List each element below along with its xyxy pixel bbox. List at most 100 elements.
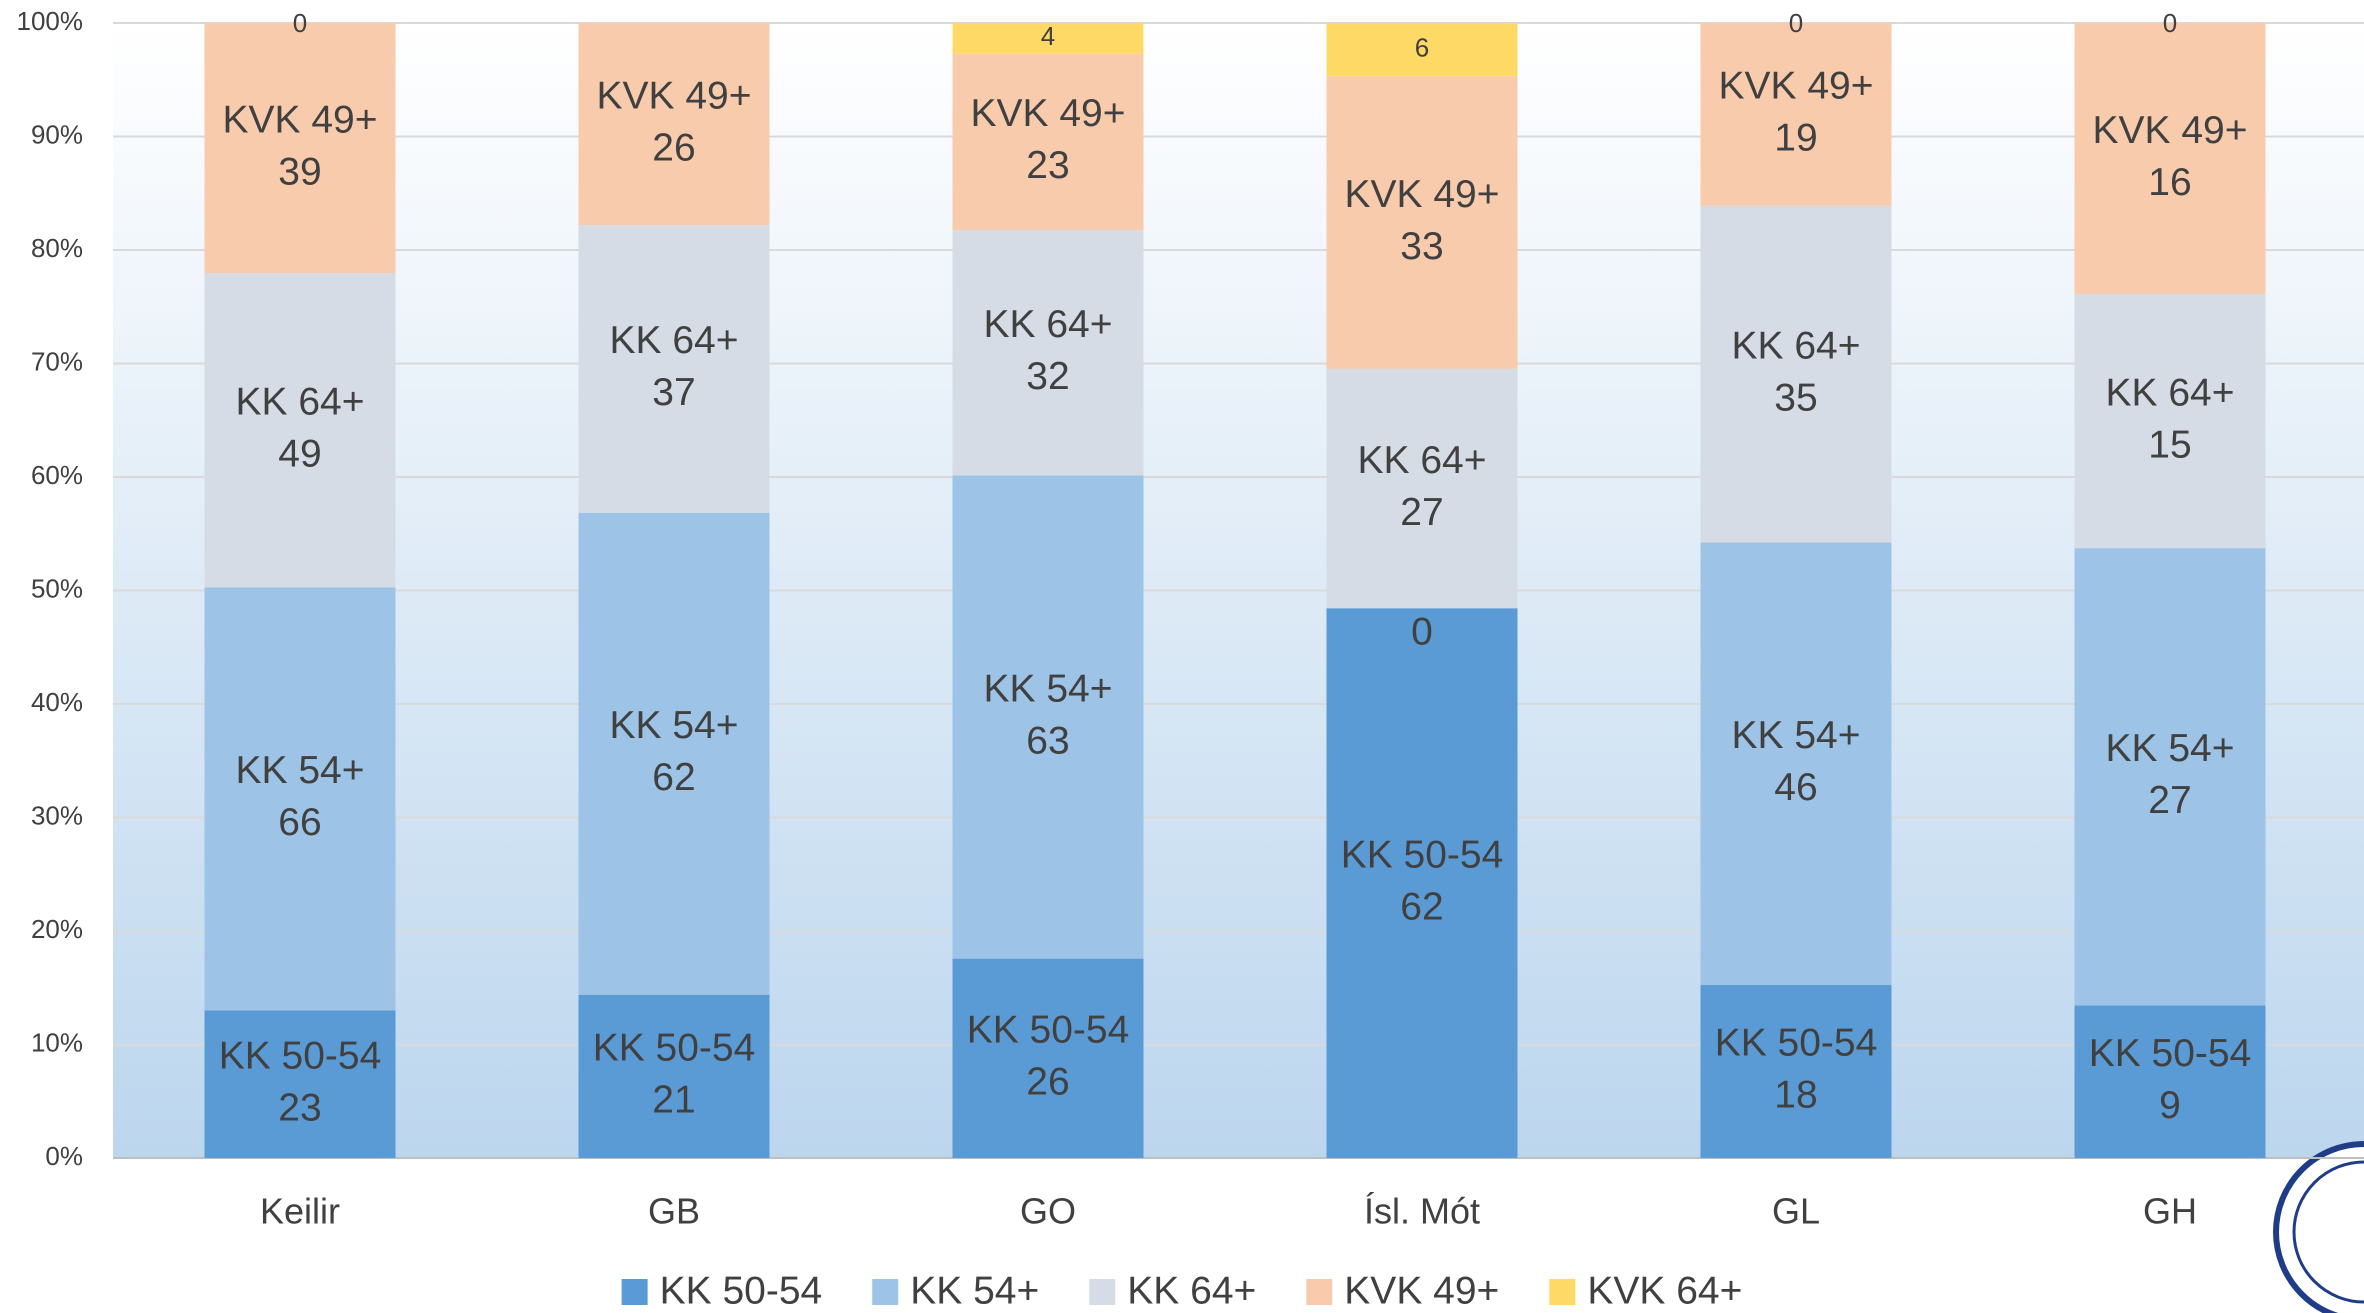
legend-label: KK 50-54 xyxy=(660,1269,823,1312)
legend-swatch xyxy=(1306,1279,1333,1305)
y-tick-label: 20% xyxy=(31,914,83,944)
data-label-name: KK 50-54 xyxy=(1341,833,1504,876)
bar-segment xyxy=(578,23,770,226)
data-label-name: KK 64+ xyxy=(235,380,364,423)
data-label: 15 xyxy=(2148,423,2191,466)
data-label: 66 xyxy=(278,801,321,844)
y-tick-label: 90% xyxy=(31,119,83,149)
y-tick-label: 100% xyxy=(17,6,84,36)
data-label-name: KK 54+ xyxy=(983,667,1112,710)
bar-segment xyxy=(1326,368,1518,609)
data-label-name: KK 54+ xyxy=(609,704,738,747)
bar-segment xyxy=(578,225,770,513)
bar-segment xyxy=(204,23,396,274)
data-label-name: KK 64+ xyxy=(1731,324,1860,367)
legend-swatch xyxy=(872,1279,899,1305)
bar-segment xyxy=(952,230,1144,476)
data-label-name: KK 54+ xyxy=(1731,714,1860,757)
bar-segment xyxy=(1700,23,1892,206)
data-label: 9 xyxy=(2159,1084,2181,1127)
x-tick-label: GB xyxy=(648,1191,700,1232)
data-label-name: KK 54+ xyxy=(235,749,364,792)
legend-label: KK 64+ xyxy=(1127,1269,1256,1312)
x-tick-label: Keilir xyxy=(260,1191,340,1232)
data-label: 27 xyxy=(2148,779,2191,822)
data-label-name: KVK 49+ xyxy=(1344,173,1499,216)
x-tick-label: GL xyxy=(1772,1191,1820,1232)
data-label: 27 xyxy=(1400,491,1443,534)
data-label-name: KVK 49+ xyxy=(1718,65,1873,108)
data-label-name: KK 50-54 xyxy=(2089,1032,2252,1075)
bar-segment xyxy=(2074,548,2266,1006)
data-label-name: KVK 49+ xyxy=(2092,109,2247,152)
bar-segment xyxy=(578,994,770,1158)
data-label: 0 xyxy=(2163,8,2177,38)
data-label: 39 xyxy=(278,150,321,193)
data-label: 0 xyxy=(1789,8,1803,38)
y-tick-label: 40% xyxy=(31,687,83,717)
bar-segment xyxy=(1326,23,1518,77)
x-tick-label: GH xyxy=(2143,1191,2197,1232)
x-tick-label: GO xyxy=(1020,1191,1076,1232)
data-label-name: KVK 49+ xyxy=(596,74,751,117)
data-label: 63 xyxy=(1026,719,1069,762)
data-label-name: KK 50-54 xyxy=(967,1009,1130,1052)
bar-segment xyxy=(952,475,1144,959)
bar-segment xyxy=(1326,608,1518,1158)
data-label-name: KK 50-54 xyxy=(1715,1022,1878,1065)
data-label-name: KVK 49+ xyxy=(222,98,377,141)
y-tick-label: 0% xyxy=(45,1141,83,1171)
data-label: 49 xyxy=(278,432,321,475)
data-label-name: KK 64+ xyxy=(2105,371,2234,414)
data-label: 18 xyxy=(1774,1074,1817,1117)
data-label-name: KK 64+ xyxy=(1357,439,1486,482)
data-label: 16 xyxy=(2148,161,2191,204)
y-tick-label: 70% xyxy=(31,346,83,376)
data-label-name: KK 50-54 xyxy=(219,1035,382,1078)
data-label: 46 xyxy=(1774,766,1817,809)
data-label: 33 xyxy=(1400,225,1443,268)
data-label-name: KK 64+ xyxy=(983,303,1112,346)
x-tick-label: Ísl. Mót xyxy=(1364,1191,1480,1232)
data-label-name: KVK 49+ xyxy=(970,92,1125,135)
data-label: 62 xyxy=(652,756,695,799)
bar-segment xyxy=(952,23,1144,54)
data-label: 23 xyxy=(278,1087,321,1130)
data-label: 35 xyxy=(1774,376,1817,419)
bar-segment xyxy=(952,958,1144,1158)
bar-segment xyxy=(1700,542,1892,985)
data-label: 0 xyxy=(1411,611,1433,654)
data-label: 37 xyxy=(652,371,695,414)
y-tick-label: 60% xyxy=(31,460,83,490)
data-label: 26 xyxy=(652,126,695,169)
bar-segment xyxy=(2074,294,2266,549)
bar-segment xyxy=(204,273,396,588)
y-tick-label: 30% xyxy=(31,800,83,830)
logo xyxy=(2273,1141,2364,1313)
bar-segment xyxy=(1326,76,1518,369)
bar-segment xyxy=(1700,984,1892,1158)
data-label: 21 xyxy=(652,1079,695,1122)
legend-label: KVK 64+ xyxy=(1587,1269,1742,1312)
legend-label: KVK 49+ xyxy=(1344,1269,1499,1312)
legend-swatch xyxy=(1549,1279,1576,1305)
bar-segment xyxy=(204,587,396,1011)
data-label: 62 xyxy=(1400,885,1443,928)
data-label: 4 xyxy=(1041,21,1055,51)
bar-segment xyxy=(952,53,1144,231)
data-label: 23 xyxy=(1026,144,1069,187)
data-label: 26 xyxy=(1026,1061,1069,1104)
legend-label: KK 54+ xyxy=(910,1269,1039,1312)
data-label-name: KK 54+ xyxy=(2105,727,2234,770)
data-label: 19 xyxy=(1774,117,1817,160)
legend-swatch xyxy=(1089,1279,1116,1305)
data-label: 32 xyxy=(1026,355,1069,398)
bar-segment xyxy=(2074,1005,2266,1158)
y-tick-label: 80% xyxy=(31,233,83,263)
data-label-name: KK 50-54 xyxy=(593,1027,756,1070)
bar-segment xyxy=(2074,23,2266,295)
data-label: 6 xyxy=(1415,32,1429,62)
y-tick-label: 10% xyxy=(31,1027,83,1057)
bar-segment xyxy=(204,1010,396,1158)
